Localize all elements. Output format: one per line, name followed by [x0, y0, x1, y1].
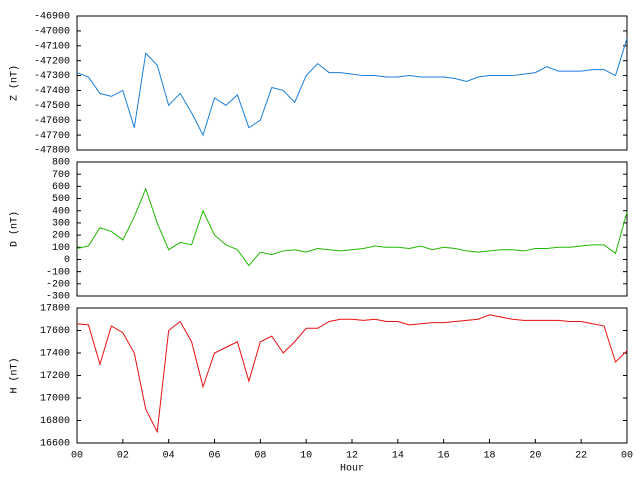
y-tick-label: -46900 — [34, 12, 70, 23]
x-tick-label: 00 — [621, 451, 633, 462]
x-tick-label: 20 — [529, 451, 541, 462]
y-tick-label: -47300 — [34, 71, 70, 82]
y-axis-label: Z (nT) — [9, 65, 21, 101]
y-tick-label: 17200 — [40, 371, 70, 382]
plot-frame — [76, 15, 628, 151]
plot-frame — [76, 307, 628, 444]
y-tick-label: 17400 — [40, 349, 70, 360]
plot-frame — [76, 161, 628, 297]
y-tick-label: 17600 — [40, 326, 70, 337]
x-tick-label: 04 — [163, 451, 175, 462]
data-line — [76, 187, 628, 267]
y-tick-label: -200 — [46, 279, 70, 290]
y-tick-label: -300 — [46, 292, 70, 303]
x-tick-label: 18 — [483, 451, 495, 462]
y-tick-label: -47700 — [34, 131, 70, 142]
x-tick-label: 22 — [575, 451, 587, 462]
y-tick-label: 200 — [52, 231, 70, 242]
y-tick-label: 16800 — [40, 416, 70, 427]
x-tick-label: 12 — [346, 451, 358, 462]
y-tick-label: -47000 — [34, 27, 70, 38]
y-tick-label: -47200 — [34, 56, 70, 67]
x-tick-label: 16 — [438, 451, 450, 462]
y-axis-label: H (nT) — [9, 357, 21, 393]
y-tick-label: 17000 — [40, 394, 70, 405]
data-line — [76, 314, 628, 434]
y-tick-label: 100 — [52, 243, 70, 254]
y-tick-label: -100 — [46, 267, 70, 278]
x-tick-label: 08 — [254, 451, 266, 462]
y-axis-label: D (nT) — [9, 211, 21, 247]
data-line — [76, 38, 628, 137]
y-tick-label: 500 — [52, 194, 70, 205]
x-axis-label: Hour — [340, 464, 364, 475]
x-tick-label: 02 — [117, 451, 129, 462]
y-tick-label: 300 — [52, 219, 70, 230]
y-tick-label: 17800 — [40, 304, 70, 315]
y-tick-label: 0 — [64, 255, 70, 266]
y-tick-label: -47800 — [34, 146, 70, 157]
y-tick-label: -47500 — [34, 101, 70, 112]
x-tick-label: 10 — [300, 451, 312, 462]
y-tick-label: 800 — [52, 158, 70, 169]
x-tick-label: 14 — [392, 451, 404, 462]
y-tick-label: -47600 — [34, 116, 70, 127]
y-tick-label: 400 — [52, 206, 70, 217]
y-tick-label: 700 — [52, 170, 70, 181]
y-tick-label: 600 — [52, 182, 70, 193]
x-tick-label: 00 — [71, 451, 83, 462]
y-tick-label: -47100 — [34, 41, 70, 52]
y-tick-label: -47400 — [34, 86, 70, 97]
x-tick-label: 06 — [208, 451, 220, 462]
y-tick-label: 16600 — [40, 439, 70, 450]
